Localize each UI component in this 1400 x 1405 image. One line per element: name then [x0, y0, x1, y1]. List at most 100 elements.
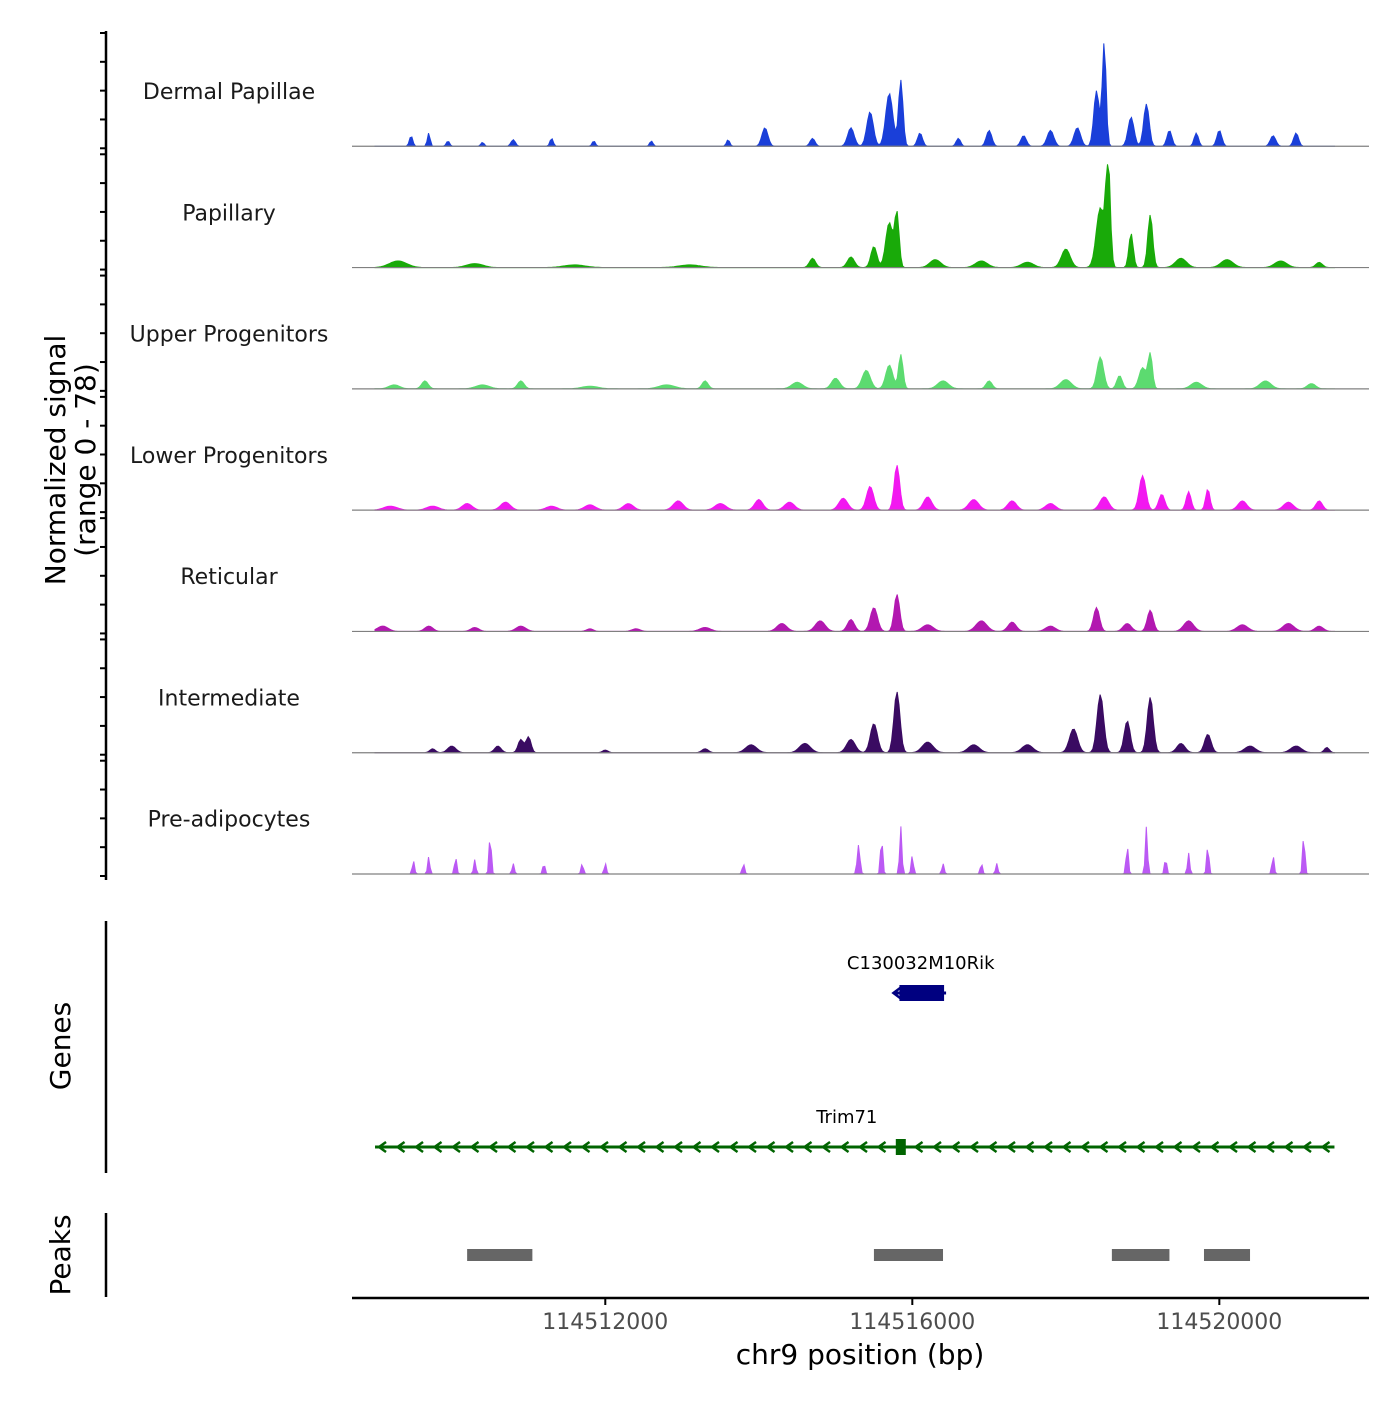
strand-arrow — [894, 1140, 905, 1154]
coverage-area — [375, 826, 1335, 875]
strand-arrow — [524, 1140, 535, 1154]
peak-region — [1111, 1249, 1170, 1261]
coverage-area — [374, 691, 1335, 754]
strand-arrow — [857, 1140, 868, 1154]
track-label: Upper Progenitors — [130, 323, 329, 348]
strand-arrow — [820, 1140, 831, 1154]
track-label: Lower Progenitors — [130, 444, 328, 469]
strand-arrow — [450, 1140, 461, 1154]
track-label: Reticular — [180, 565, 278, 590]
peak-region — [1203, 1249, 1251, 1261]
strand-arrow — [1061, 1140, 1072, 1154]
coverage-area — [374, 465, 1335, 511]
x-tick-label: 114520000 — [1156, 1310, 1282, 1335]
strand-arrow — [1024, 1140, 1035, 1154]
strand-arrow — [728, 1140, 739, 1154]
x-tick-label: 114516000 — [849, 1310, 975, 1335]
strand-arrow — [1301, 1140, 1312, 1154]
strand-arrow — [913, 1140, 924, 1154]
strand-arrow — [543, 1140, 554, 1154]
coverage-area — [374, 164, 1335, 269]
strand-arrow — [1227, 1140, 1238, 1154]
strand-arrow — [506, 1140, 517, 1154]
strand-arrow — [1153, 1140, 1164, 1154]
strand-arrow — [691, 1140, 702, 1154]
coverage-area — [374, 352, 1335, 390]
coverage-area — [374, 43, 1335, 147]
strand-arrow — [987, 1140, 998, 1154]
strand-arrow — [950, 1140, 961, 1154]
gene-label: C130032M10Rik — [847, 953, 995, 974]
strand-arrow — [765, 1140, 776, 1154]
coverage-track: Intermediate — [158, 686, 1369, 754]
strand-arrow — [432, 1140, 443, 1154]
strand-arrow — [1172, 1140, 1183, 1154]
genes-track-label: Genes — [44, 1002, 77, 1090]
gene-label: Trim71 — [815, 1107, 877, 1128]
strand-arrow — [469, 1140, 480, 1154]
track-label: Pre-adipocytes — [148, 808, 311, 833]
strand-arrow — [598, 1140, 609, 1154]
strand-arrow — [839, 1140, 850, 1154]
strand-arrow — [617, 1140, 628, 1154]
peak-region — [873, 1249, 944, 1261]
strand-arrow — [376, 1140, 387, 1154]
strand-arrow — [1005, 1140, 1016, 1154]
coverage-track: Papillary — [182, 164, 1369, 269]
peaks-track-label: Peaks — [44, 1214, 77, 1295]
track-label: Dermal Papillae — [143, 80, 315, 105]
strand-arrow — [1320, 1140, 1331, 1154]
strand-arrow — [1079, 1140, 1090, 1154]
strand-arrow — [968, 1140, 979, 1154]
x-axis-ticks: 114512000 114516000 114520000 — [542, 1298, 1282, 1335]
track-label: Papillary — [182, 201, 276, 226]
strand-arrow — [561, 1140, 572, 1154]
track-label: Intermediate — [158, 686, 300, 711]
strand-arrow — [891, 986, 903, 1000]
coverage-track: Dermal Papillae — [143, 43, 1369, 147]
strand-arrow — [580, 1140, 591, 1154]
strand-arrow — [931, 1140, 942, 1154]
x-tick-label: 114512000 — [542, 1310, 668, 1335]
strand-arrow — [672, 1140, 683, 1154]
strand-arrow — [1283, 1140, 1294, 1154]
x-axis-title: chr9 position (bp) — [736, 1338, 985, 1371]
strand-arrow — [1246, 1140, 1257, 1154]
gene-exon — [899, 985, 945, 1001]
strand-arrow — [1116, 1140, 1127, 1154]
gene: C130032M10Rik — [847, 953, 995, 1001]
strand-arrow — [1042, 1140, 1053, 1154]
strand-arrow — [1135, 1140, 1146, 1154]
strand-arrow — [1190, 1140, 1201, 1154]
coverage-tracks: Dermal Papillae Papillary Upper Progenitor… — [130, 43, 1369, 875]
coverage-area — [374, 594, 1335, 632]
peak-region — [467, 1249, 533, 1261]
coverage-track: Reticular — [180, 565, 1369, 633]
strand-arrow — [1209, 1140, 1220, 1154]
strand-arrow — [783, 1140, 794, 1154]
coverage-y-ticks — [100, 32, 106, 877]
y-axis-title: Normalized signal (range 0 - 78) — [39, 335, 102, 586]
gene: Trim71 — [375, 1107, 1335, 1155]
peaks-track — [467, 1249, 1251, 1261]
strand-arrow — [635, 1140, 646, 1154]
strand-arrow — [395, 1140, 406, 1154]
strand-arrow — [413, 1140, 424, 1154]
strand-arrow — [1264, 1140, 1275, 1154]
strand-arrow — [876, 1140, 887, 1154]
gene-exon — [895, 1139, 906, 1155]
y-axis-title-line-1: Normalized signal — [39, 335, 72, 586]
strand-arrow — [709, 1140, 720, 1154]
strand-arrow — [746, 1140, 757, 1154]
coverage-track: Upper Progenitors — [130, 323, 1369, 390]
coverage-track: Lower Progenitors — [130, 444, 1369, 511]
genes-track: C130032M10Rik Trim71 — [375, 953, 1335, 1155]
strand-arrow — [654, 1140, 665, 1154]
coverage-track: Pre-adipocytes — [148, 808, 1369, 875]
strand-arrow — [487, 1140, 498, 1154]
y-axis-title-line-2: (range 0 - 78) — [69, 363, 102, 557]
strand-arrow — [1098, 1140, 1109, 1154]
strand-arrow — [802, 1140, 813, 1154]
